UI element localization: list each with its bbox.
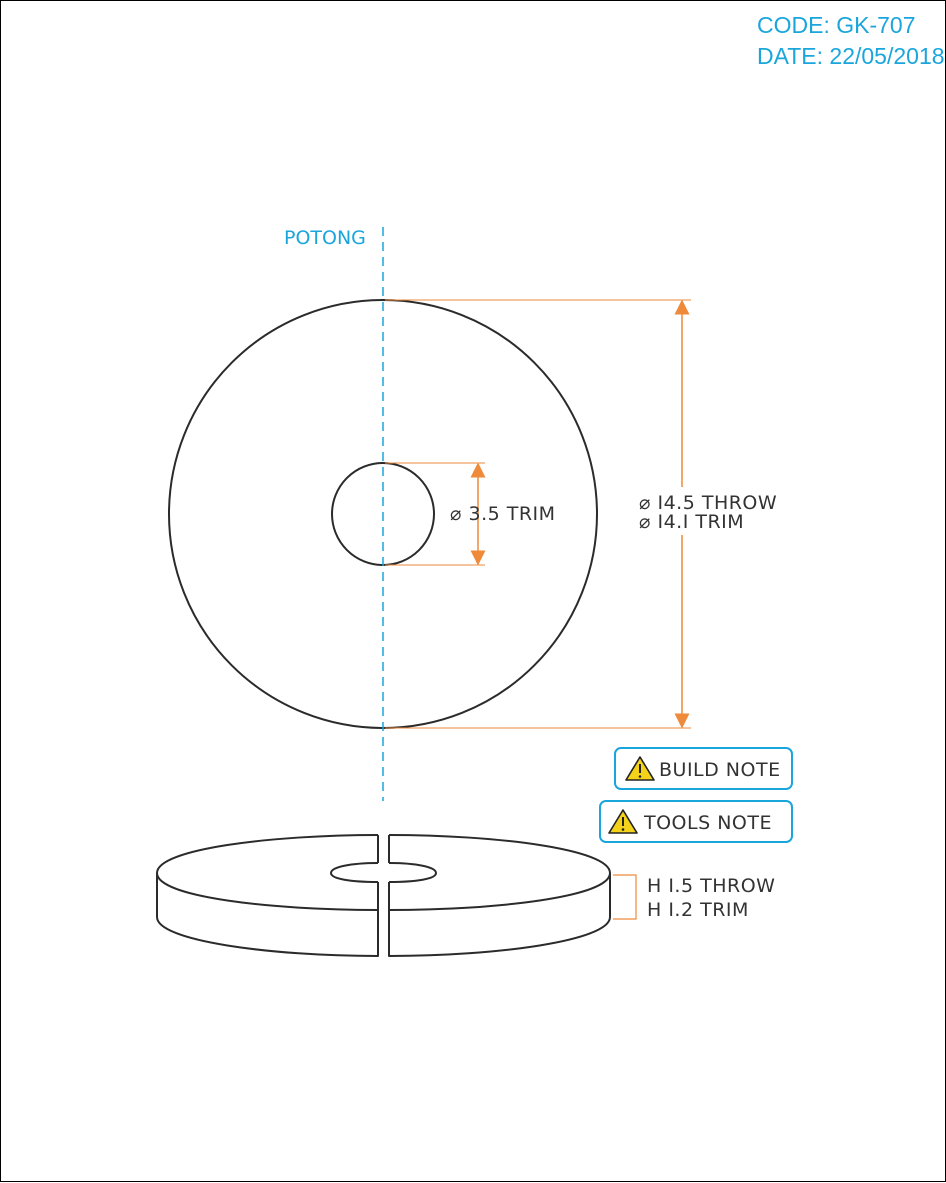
- section-label: POTONG: [284, 227, 366, 249]
- drawing-date: DATE: 22/05/2018: [757, 43, 945, 69]
- outer-diameter-throw-label: ⌀ I4.5 THROW: [639, 492, 777, 514]
- build-note-box[interactable]: [614, 747, 793, 790]
- height-bracket: [613, 874, 637, 920]
- tools-note-box[interactable]: [599, 800, 793, 843]
- tools-note[interactable]: TOOLS NOTE: [599, 800, 793, 843]
- height-dimension: H I.5 THROW H I.2 TRIM: [613, 874, 775, 921]
- tools-note-label: TOOLS NOTE: [643, 812, 772, 834]
- inner-diameter-label: ⌀ 3.5 TRIM: [450, 503, 556, 525]
- section-line: POTONG: [284, 227, 384, 801]
- ring-left-half: [156, 834, 379, 957]
- ring-right-half: [388, 834, 611, 957]
- inner-diameter-dimension: ⌀ 3.5 TRIM: [385, 462, 556, 566]
- label-backing: [635, 487, 785, 535]
- hole-right: [388, 862, 437, 883]
- height-throw-label: H I.5 THROW: [647, 875, 775, 897]
- hole-left: [330, 862, 379, 883]
- height-trim-label: H I.2 TRIM: [647, 899, 749, 921]
- outer-diameter-trim-label: ⌀ I4.I TRIM: [639, 511, 744, 533]
- warning-icon: [625, 756, 655, 781]
- warning-icon: [608, 809, 638, 834]
- isometric-view: [156, 834, 611, 957]
- outer-diameter-dimension: ⌀ I4.5 THROW ⌀ I4.I TRIM: [385, 299, 785, 729]
- build-note-label: BUILD NOTE: [659, 759, 781, 781]
- drawing-code: CODE: GK-707: [757, 12, 916, 38]
- build-note[interactable]: BUILD NOTE: [614, 747, 793, 790]
